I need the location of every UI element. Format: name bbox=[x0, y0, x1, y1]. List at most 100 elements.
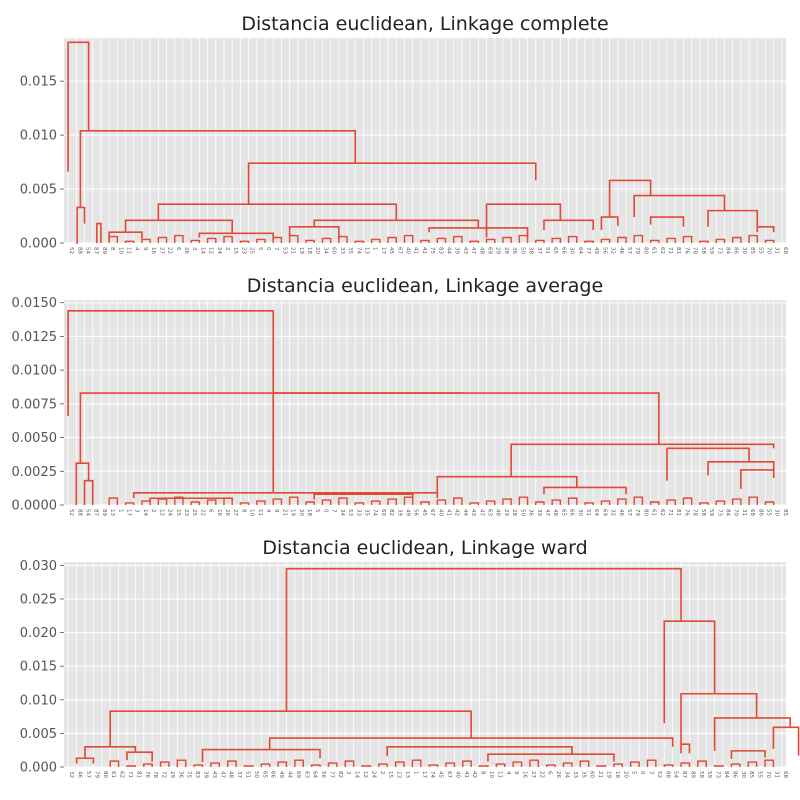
dendrogram-link bbox=[436, 499, 447, 505]
leaf-label: 62 bbox=[659, 247, 665, 254]
leaf-label: 51 bbox=[544, 247, 550, 254]
leaf-label: 57 bbox=[85, 771, 91, 778]
leaf-label: 7 bbox=[647, 771, 653, 775]
leaf-label: 54 bbox=[673, 771, 679, 778]
dendrogram-link bbox=[584, 502, 594, 505]
dendrogram-panel-complete: 0.0000.0050.0100.015 52 88 54 87 89 8 10 11 4 9 16… bbox=[20, 13, 788, 254]
leaf-label: 9 bbox=[273, 509, 279, 513]
leaf-label: 55 bbox=[765, 509, 771, 516]
leaf-label: 28 bbox=[511, 509, 517, 516]
leaf-label: 36 bbox=[177, 771, 183, 778]
leaf-label: 27 bbox=[158, 247, 164, 254]
y-tick-label: 0.000 bbox=[20, 761, 57, 776]
leaf-label: 70 bbox=[765, 247, 771, 254]
leaf-label: 87 bbox=[93, 509, 99, 516]
leaf-label: 28 bbox=[503, 247, 509, 254]
dendrogram-link bbox=[193, 764, 204, 767]
leaf-label: 8 bbox=[480, 771, 486, 775]
dendrogram-link bbox=[764, 239, 775, 243]
leaf-label: 50 bbox=[519, 509, 525, 516]
leaf-label: 89 bbox=[101, 247, 107, 254]
leaf-label: 2 bbox=[150, 509, 156, 513]
dendrogram-link bbox=[159, 761, 170, 767]
leaf-label: 61 bbox=[651, 247, 657, 254]
dendrogram-panel-average: 0.0000 0.0025 0.0050 0.0075 0.0100 0.0125 0.01… bbox=[12, 275, 788, 516]
leaf-label: 68 bbox=[782, 771, 788, 778]
leaf-label: 53 bbox=[281, 247, 287, 254]
dendrogram-link bbox=[546, 764, 556, 767]
leaf-label: 29 bbox=[169, 771, 175, 778]
leaf-label: 29 bbox=[503, 509, 509, 516]
dendrogram-link bbox=[338, 235, 348, 243]
dendrogram-link bbox=[584, 240, 594, 243]
dendrogram-links bbox=[67, 41, 775, 244]
leaf-label: 82 bbox=[388, 509, 394, 516]
dendrogram-link bbox=[206, 237, 217, 243]
dendrogram-link bbox=[338, 497, 348, 505]
leaf-label: 84 bbox=[724, 509, 730, 516]
leaf-label: 48 bbox=[228, 771, 234, 778]
leaf-label: 51 bbox=[245, 771, 251, 778]
y-axis-ticks: 0.0000 0.0025 0.0050 0.0075 0.0100 0.0125 0.01… bbox=[12, 296, 64, 514]
leaf-label: 45 bbox=[421, 509, 427, 516]
leaf-label: 80 bbox=[642, 509, 648, 516]
leaf-label: 73 bbox=[716, 509, 722, 516]
dendrogram-link bbox=[445, 762, 456, 767]
leaf-label: 41 bbox=[413, 247, 419, 254]
dendrogram-link bbox=[247, 162, 537, 205]
leaf-label: 49 bbox=[593, 247, 599, 254]
dendrogram-link bbox=[305, 239, 315, 243]
dendrogram-link bbox=[387, 498, 397, 505]
leaf-label: 59 bbox=[706, 771, 712, 778]
leaf-labels: 32 46 57 79 80 61 62 71 81 76 78 72 29 36 75 83 39 43 47 48… bbox=[68, 771, 788, 778]
leaf-label: 58 bbox=[700, 247, 706, 254]
leaf-label: 79 bbox=[93, 771, 99, 778]
leaf-label: 29 bbox=[495, 247, 501, 254]
leaf-label: 11 bbox=[126, 247, 132, 254]
leaf-label: 77 bbox=[585, 247, 591, 254]
y-tick-label: 0.005 bbox=[20, 727, 57, 742]
dendrogram-link bbox=[109, 760, 120, 767]
dendrogram-link bbox=[682, 235, 693, 243]
leaf-label: 55 bbox=[757, 247, 763, 254]
dendrogram-link bbox=[600, 500, 611, 505]
leaf-label: 36 bbox=[528, 509, 534, 516]
dendrogram-link bbox=[305, 501, 315, 505]
dendrogram-link bbox=[502, 236, 512, 243]
dendrogram-link bbox=[157, 203, 398, 221]
dendrogram-link bbox=[198, 232, 275, 240]
dendrogram-link bbox=[682, 497, 693, 505]
leaf-label: 54 bbox=[85, 509, 91, 516]
leaf-label: 65 bbox=[560, 509, 566, 516]
dendrogram-link bbox=[731, 498, 742, 505]
leaf-label: 49 bbox=[278, 771, 284, 778]
leaf-label: 5 bbox=[631, 771, 637, 775]
leaf-label: 52 bbox=[68, 247, 74, 254]
chart-title: Distancia euclidean, Linkage average bbox=[247, 275, 603, 297]
leaf-label: 40 bbox=[437, 509, 443, 516]
leaf-label: 20 bbox=[314, 247, 320, 254]
leaf-label: 75 bbox=[429, 247, 435, 254]
dendrogram-link bbox=[411, 759, 422, 767]
dendrogram-link bbox=[67, 41, 90, 172]
leaf-label: 81 bbox=[675, 509, 681, 516]
leaf-label: 47 bbox=[544, 509, 550, 516]
leaf-label: 64 bbox=[312, 771, 318, 778]
leaf-label: 23 bbox=[396, 771, 402, 778]
dendrogram-link bbox=[740, 469, 775, 489]
dendrogram-link bbox=[268, 737, 674, 750]
leaf-label: 8 bbox=[240, 509, 246, 513]
dendrogram-link bbox=[201, 748, 321, 763]
dendrogram-link bbox=[551, 499, 562, 505]
dendrogram-link bbox=[84, 746, 137, 759]
leaf-label: 16 bbox=[150, 247, 156, 254]
dendrogram-link bbox=[354, 502, 365, 505]
leaf-label: 73 bbox=[716, 247, 722, 254]
leaf-label: 47 bbox=[470, 247, 476, 254]
dendrogram-link bbox=[663, 764, 674, 767]
y-tick-label: 0.0025 bbox=[12, 465, 58, 480]
dendrogram-link bbox=[124, 502, 135, 505]
dendrogram-link bbox=[649, 501, 660, 505]
leaf-label: 46 bbox=[618, 247, 624, 254]
dendrogram-link bbox=[748, 234, 758, 243]
